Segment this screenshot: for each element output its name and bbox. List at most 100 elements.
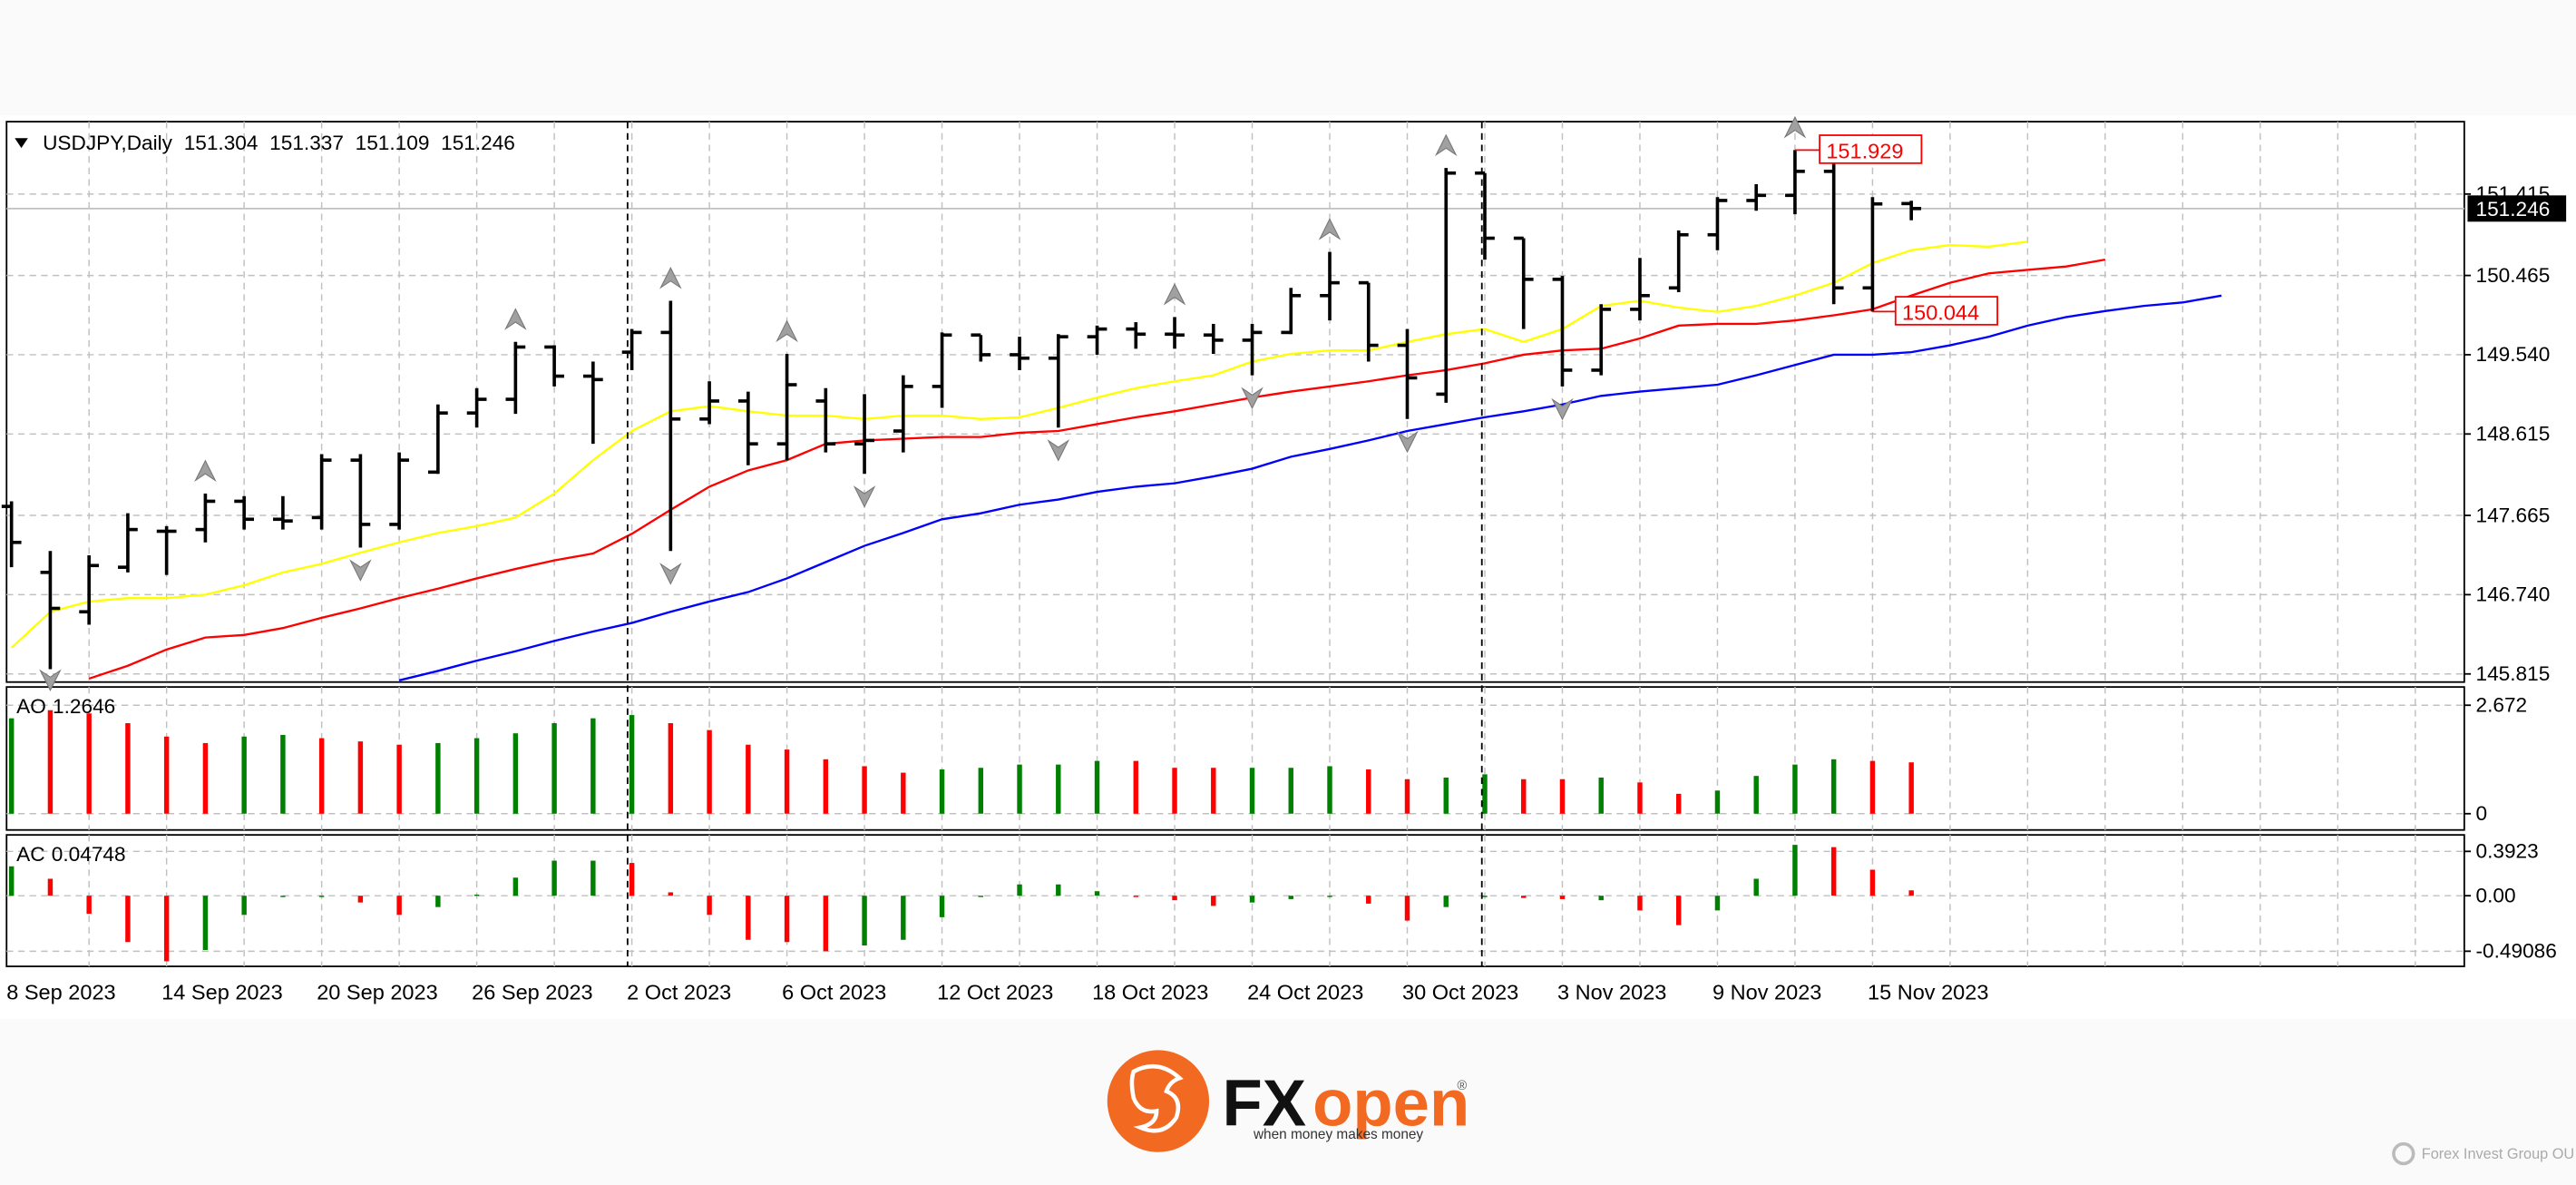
symbol-title: USDJPY,Daily (43, 132, 173, 154)
histogram-bar (1366, 896, 1371, 904)
histogram-bar (86, 896, 92, 915)
footer-icon (2392, 1141, 2415, 1166)
fractal-down (1047, 439, 1070, 462)
histogram-bar (47, 710, 54, 814)
histogram-bar (823, 896, 829, 952)
logo-fx: FX (1223, 1067, 1307, 1141)
indicator-line (10, 240, 2028, 649)
histogram-bar (1598, 896, 1604, 901)
histogram-bar (202, 742, 209, 814)
histogram-bar (1288, 768, 1293, 814)
y-tick-label: 0 (2476, 802, 2488, 825)
fractal-down (659, 563, 682, 585)
histogram-bar (1714, 790, 1721, 814)
x-tick-label: 26 Sep 2023 (472, 980, 592, 1004)
histogram-bar (1056, 764, 1061, 814)
histogram-bar (1327, 766, 1332, 814)
histogram-bar (1792, 845, 1798, 896)
annotation-box (1894, 296, 1998, 326)
y-tick-label: -0.49086 (2476, 940, 2557, 963)
histogram-bar (280, 734, 286, 814)
x-tick-label: 3 Nov 2023 (1557, 980, 1666, 1004)
histogram-bar (357, 896, 364, 903)
fractal-down (39, 669, 62, 691)
histogram-bar (1056, 884, 1061, 896)
y-tick-label: 145.815 (2476, 662, 2551, 685)
logo-open: open (1312, 1067, 1469, 1141)
x-tick-label: 8 Sep 2023 (6, 980, 115, 1004)
histogram-bar (125, 896, 131, 943)
indicator-title: AC 0.04748 (16, 843, 125, 866)
histogram-bar (8, 718, 15, 814)
histogram-bar (1133, 760, 1138, 814)
x-tick-label: 14 Sep 2023 (161, 980, 282, 1004)
histogram-bar (1559, 896, 1566, 899)
histogram-bar (1792, 764, 1798, 814)
x-tick-label: 20 Sep 2023 (317, 980, 437, 1004)
histogram-bar (163, 736, 170, 814)
fractal-up (659, 267, 682, 289)
footer-text: Forex Invest Group OU (2422, 1146, 2574, 1162)
histogram-bar (396, 896, 402, 916)
ao-panel (5, 686, 2465, 831)
histogram-bar (1908, 762, 1914, 814)
histogram-bar (1172, 768, 1177, 814)
histogram-bar (1404, 779, 1410, 814)
fractal-up (1783, 115, 1807, 139)
x-tick-label: 2 Oct 2023 (627, 980, 731, 1004)
histogram-bar (1714, 896, 1721, 911)
histogram-bar (1753, 878, 1759, 896)
histogram-bar (1443, 896, 1449, 907)
indicator-line (398, 294, 2222, 681)
histogram-bar (8, 866, 15, 896)
histogram-bar (590, 718, 596, 814)
fractal-up (194, 459, 217, 483)
indicator-name: AC (16, 843, 44, 866)
header-close: 151.246 (441, 132, 515, 154)
y-tick-label: 0.3923 (2476, 840, 2539, 863)
histogram-bar (1521, 896, 1527, 898)
price-badge-label: 151.246 (2476, 198, 2551, 220)
collapse-icon[interactable] (15, 138, 28, 149)
histogram-bar (1404, 896, 1410, 921)
fractal-down (853, 485, 876, 508)
x-tick-label: 15 Nov 2023 (1868, 980, 1988, 1004)
indicator-line (88, 258, 2106, 681)
histogram-bar (202, 896, 209, 950)
fractal-up (1163, 282, 1186, 306)
histogram-bar (784, 749, 790, 814)
histogram-bar (1443, 777, 1449, 814)
fractal-up (776, 319, 798, 343)
indicator-name: AO (16, 695, 46, 718)
y-tick-label: 149.540 (2476, 343, 2551, 366)
histogram-bar (1521, 779, 1527, 814)
histogram-bar (823, 759, 829, 814)
histogram-bar (1598, 777, 1604, 814)
histogram-bar (784, 896, 790, 943)
x-tick-label: 9 Nov 2023 (1712, 980, 1821, 1004)
histogram-bar (473, 738, 480, 814)
histogram-bar (1172, 896, 1177, 901)
histogram-bar (1830, 847, 1837, 896)
fractal-down (1396, 430, 1419, 454)
histogram-bar (1366, 769, 1371, 814)
histogram-bar (668, 723, 674, 814)
histogram-bar (1830, 759, 1837, 814)
annotation-box (1819, 134, 1923, 164)
histogram-bar (318, 738, 325, 814)
panels (5, 121, 2465, 967)
y-tick-label: 0.00 (2476, 884, 2516, 906)
header-low: 151.109 (356, 132, 430, 154)
x-tick-label: 18 Oct 2023 (1092, 980, 1208, 1004)
y-tick-label: 150.465 (2476, 264, 2551, 287)
y-tick-label: 147.665 (2476, 504, 2551, 526)
histogram-bar (86, 713, 92, 814)
x-tick-label: 6 Oct 2023 (782, 980, 886, 1004)
x-tick-label: 24 Oct 2023 (1247, 980, 1363, 1004)
histogram-bar (435, 896, 441, 907)
histogram-bar (862, 766, 867, 814)
histogram-bar (1869, 760, 1876, 814)
fractal-up (1434, 133, 1458, 157)
